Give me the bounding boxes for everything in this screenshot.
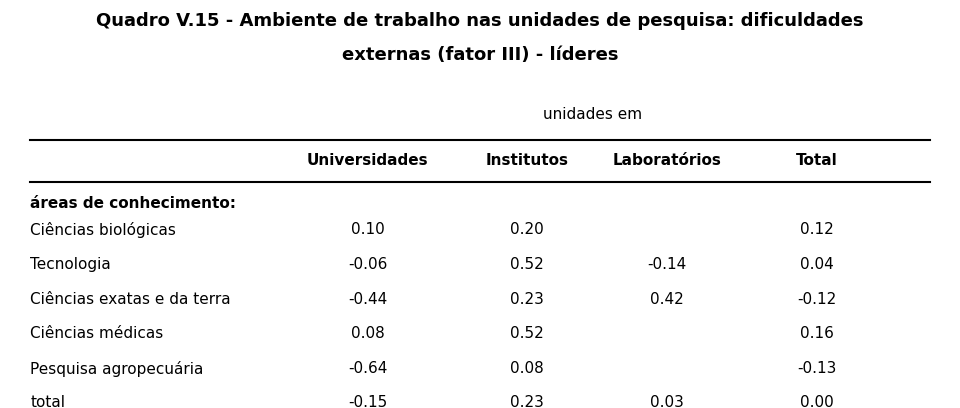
Text: total: total (31, 395, 65, 408)
Text: Pesquisa agropecuária: Pesquisa agropecuária (31, 361, 204, 377)
Text: 0.20: 0.20 (510, 222, 543, 237)
Text: -0.14: -0.14 (648, 257, 687, 272)
Text: -0.12: -0.12 (798, 292, 837, 306)
Text: 0.04: 0.04 (801, 257, 834, 272)
Text: 0.12: 0.12 (801, 222, 834, 237)
Text: externas (fator III) - líderes: externas (fator III) - líderes (342, 46, 618, 64)
Text: -0.64: -0.64 (348, 361, 387, 375)
Text: 0.08: 0.08 (510, 361, 543, 375)
Text: 0.23: 0.23 (510, 292, 543, 306)
Text: -0.44: -0.44 (348, 292, 387, 306)
Text: Institutos: Institutos (486, 153, 568, 169)
Text: 0.08: 0.08 (350, 326, 385, 341)
Text: Universidades: Universidades (307, 153, 428, 169)
Text: 0.10: 0.10 (350, 222, 385, 237)
Text: 0.00: 0.00 (801, 395, 834, 408)
Text: unidades em: unidades em (542, 107, 642, 122)
Text: Laboratórios: Laboratórios (612, 153, 722, 169)
Text: -0.06: -0.06 (348, 257, 387, 272)
Text: 0.52: 0.52 (510, 257, 543, 272)
Text: -0.15: -0.15 (348, 395, 387, 408)
Text: 0.42: 0.42 (651, 292, 684, 306)
Text: -0.13: -0.13 (798, 361, 837, 375)
Text: Quadro V.15 - Ambiente de trabalho nas unidades de pesquisa: dificuldades: Quadro V.15 - Ambiente de trabalho nas u… (96, 11, 864, 29)
Text: áreas de conhecimento:: áreas de conhecimento: (31, 195, 236, 211)
Text: Ciências biológicas: Ciências biológicas (31, 222, 177, 238)
Text: Ciências exatas e da terra: Ciências exatas e da terra (31, 292, 231, 306)
Text: 0.03: 0.03 (650, 395, 684, 408)
Text: Tecnologia: Tecnologia (31, 257, 111, 272)
Text: 0.52: 0.52 (510, 326, 543, 341)
Text: Total: Total (796, 153, 838, 169)
Text: 0.16: 0.16 (801, 326, 834, 341)
Text: Ciências médicas: Ciências médicas (31, 326, 164, 341)
Text: 0.23: 0.23 (510, 395, 543, 408)
